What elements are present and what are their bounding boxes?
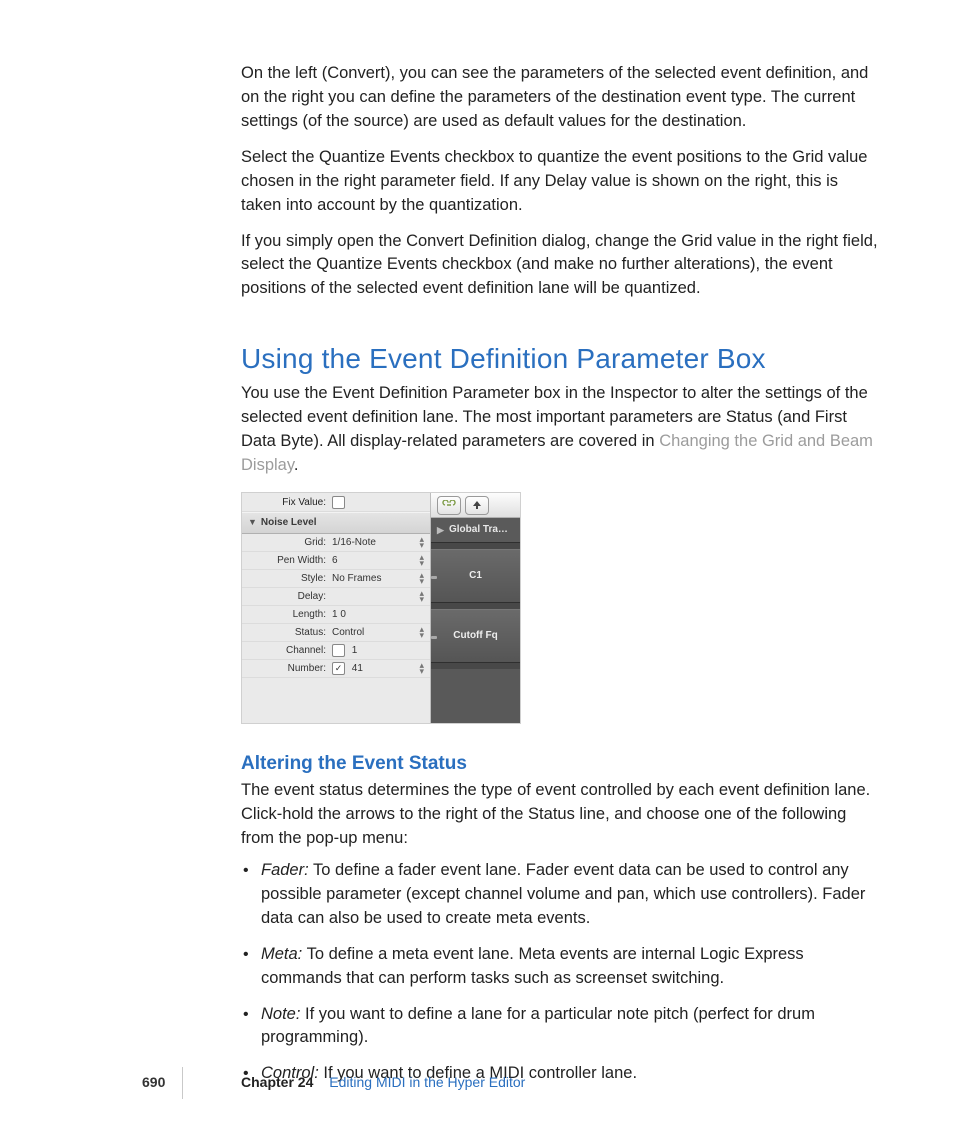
- bullet-term: Meta:: [261, 945, 302, 963]
- list-item: Fader: To define a fader event lane. Fad…: [241, 859, 881, 931]
- status-options-list: Fader: To define a fader event lane. Fad…: [241, 859, 881, 1086]
- bullet-term: Fader:: [261, 861, 309, 879]
- param-grid[interactable]: Grid: 1/16-Note ▴▾: [242, 534, 430, 552]
- param-label: Status:: [242, 626, 326, 641]
- list-item: Note: If you want to define a lane for a…: [241, 1003, 881, 1051]
- param-label: Grid:: [242, 536, 326, 551]
- param-label: Style:: [242, 572, 326, 587]
- bullet-text: To define a fader event lane. Fader even…: [261, 861, 865, 927]
- chapter-title: Editing MIDI in the Hyper Editor: [329, 1074, 525, 1090]
- list-item: Meta: To define a meta event lane. Meta …: [241, 943, 881, 991]
- track-label: C1: [469, 569, 482, 584]
- disclosure-triangle-icon: ▶: [437, 524, 444, 537]
- param-value: 1/16-Note: [332, 536, 376, 551]
- param-value: 1 0: [332, 608, 346, 623]
- parameter-box-screenshot: Fix Value: ▼ Noise Level Grid: 1/16-Note …: [241, 492, 521, 724]
- param-label: Length:: [242, 608, 326, 623]
- param-label: Number:: [242, 662, 326, 677]
- fix-value-label: Fix Value:: [242, 496, 326, 511]
- track-label: Cutoff Fq: [453, 629, 497, 644]
- arrow-up-icon: [471, 500, 483, 510]
- fix-value-checkbox[interactable]: [332, 496, 345, 511]
- global-tracks-label: Global Tra…: [449, 523, 508, 538]
- param-value: ✓ 41: [332, 662, 363, 677]
- bullet-text: To define a meta event lane. Meta events…: [261, 945, 804, 987]
- channel-value: 1: [352, 645, 358, 656]
- param-value: Control: [332, 626, 364, 641]
- number-value: 41: [352, 663, 363, 674]
- channel-checkbox[interactable]: [332, 644, 345, 657]
- param-label: Channel:: [242, 644, 326, 659]
- param-label: Delay:: [242, 590, 326, 605]
- section-title: Noise Level: [261, 517, 317, 528]
- param-label: Pen Width:: [242, 554, 326, 569]
- param-status[interactable]: Status: Control ▴▾: [242, 624, 430, 642]
- tracks-panel: ▶ Global Tra… C1 Cutoff Fq: [431, 493, 520, 723]
- chapter-label: Chapter 24 Editing MIDI in the Hyper Edi…: [241, 1074, 525, 1090]
- subsection-heading: Altering the Event Status: [241, 750, 881, 778]
- fix-value-row: Fix Value:: [242, 493, 430, 512]
- track-separator: [431, 663, 520, 669]
- section-heading: Using the Event Definition Parameter Box: [241, 339, 881, 380]
- footer-divider: [182, 1067, 183, 1099]
- param-channel[interactable]: Channel: 1: [242, 642, 430, 660]
- page-footer: 690 Chapter 24 Editing MIDI in the Hyper…: [0, 1067, 954, 1099]
- paragraph-1: On the left (Convert), you can see the p…: [241, 62, 881, 134]
- intro-paragraph: You use the Event Definition Parameter b…: [241, 382, 881, 478]
- stepper-arrows-icon[interactable]: ▴▾: [419, 590, 424, 602]
- page-number: 690: [142, 1074, 165, 1090]
- paragraph-3: If you simply open the Convert Definitio…: [241, 230, 881, 302]
- disclosure-triangle-icon: ▼: [248, 516, 257, 529]
- track-handle-icon: [431, 636, 437, 639]
- stepper-arrows-icon[interactable]: ▴▾: [419, 536, 424, 548]
- param-value: No Frames: [332, 572, 381, 587]
- arrow-button[interactable]: [465, 496, 489, 515]
- param-delay[interactable]: Delay: ▴▾: [242, 588, 430, 606]
- track-cutoff[interactable]: Cutoff Fq: [431, 609, 520, 663]
- track-c1[interactable]: C1: [431, 549, 520, 603]
- stepper-arrows-icon[interactable]: ▴▾: [419, 626, 424, 638]
- param-pen-width[interactable]: Pen Width: 6 ▴▾: [242, 552, 430, 570]
- param-number[interactable]: Number: ✓ 41 ▴▾: [242, 660, 430, 678]
- tracks-toolbar: [431, 493, 520, 518]
- paragraph-2: Select the Quantize Events checkbox to q…: [241, 146, 881, 218]
- stepper-arrows-icon[interactable]: ▴▾: [419, 572, 424, 584]
- global-tracks-header[interactable]: ▶ Global Tra…: [431, 518, 520, 543]
- status-paragraph: The event status determines the type of …: [241, 779, 881, 851]
- noise-level-header[interactable]: ▼ Noise Level: [242, 512, 430, 535]
- intro-tail: .: [294, 456, 299, 474]
- bullet-term: Note:: [261, 1005, 300, 1023]
- stepper-arrows-icon[interactable]: ▴▾: [419, 662, 424, 674]
- link-button[interactable]: [437, 496, 461, 515]
- inspector-panel: Fix Value: ▼ Noise Level Grid: 1/16-Note …: [242, 493, 431, 723]
- link-icon: [442, 500, 456, 510]
- chapter-number: Chapter 24: [241, 1074, 313, 1090]
- page-content: On the left (Convert), you can see the p…: [241, 62, 881, 1098]
- param-style[interactable]: Style: No Frames ▴▾: [242, 570, 430, 588]
- param-value: 1: [332, 644, 357, 659]
- stepper-arrows-icon[interactable]: ▴▾: [419, 554, 424, 566]
- bullet-text: If you want to define a lane for a parti…: [261, 1005, 815, 1047]
- param-value: 6: [332, 554, 338, 569]
- track-handle-icon: [431, 576, 437, 579]
- param-length[interactable]: Length: 1 0: [242, 606, 430, 624]
- number-checkbox[interactable]: ✓: [332, 662, 345, 675]
